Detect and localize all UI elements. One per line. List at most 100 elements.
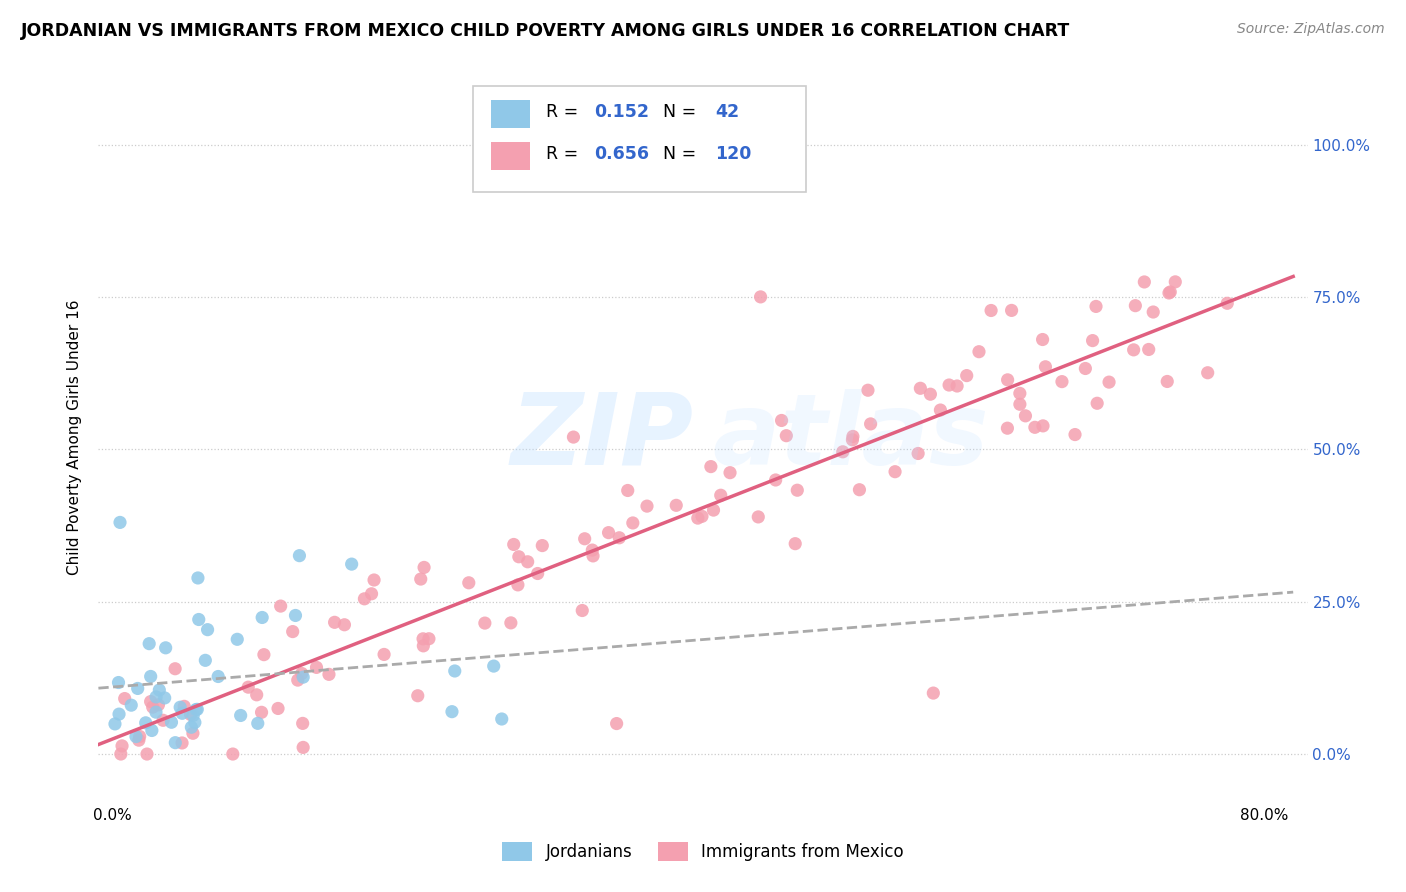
Point: [418, 632, 440, 646]
Point: [1032, 418, 1054, 433]
Point: [980, 303, 1002, 318]
Point: [165, 662, 187, 676]
Point: [765, 473, 787, 487]
Point: [138, 637, 160, 651]
Text: R =: R =: [546, 103, 578, 120]
Point: [1137, 343, 1160, 357]
Point: [181, 726, 204, 740]
Point: [184, 702, 207, 716]
Point: [323, 615, 346, 630]
Point: [148, 698, 170, 712]
Point: [616, 483, 638, 498]
Point: [180, 707, 202, 722]
Text: 0.152: 0.152: [595, 103, 650, 120]
Point: [997, 373, 1019, 387]
Point: [636, 499, 658, 513]
Point: [621, 516, 644, 530]
FancyBboxPatch shape: [474, 86, 806, 192]
Point: [747, 510, 769, 524]
Point: [700, 459, 723, 474]
Point: [690, 509, 713, 524]
Point: [770, 413, 793, 427]
Point: [291, 716, 314, 731]
Point: [1197, 366, 1219, 380]
FancyBboxPatch shape: [492, 100, 530, 128]
Point: [443, 664, 465, 678]
Text: JORDANIAN VS IMMIGRANTS FROM MEXICO CHILD POVERTY AMONG GIRLS UNDER 16 CORRELATI: JORDANIAN VS IMMIGRANTS FROM MEXICO CHIL…: [21, 22, 1070, 40]
Point: [169, 700, 191, 714]
Point: [956, 368, 979, 383]
Point: [412, 632, 434, 646]
Point: [152, 713, 174, 727]
Point: [125, 730, 148, 744]
Point: [128, 733, 150, 747]
Point: [1074, 361, 1097, 376]
Point: [1098, 375, 1121, 389]
Point: [1014, 409, 1036, 423]
Point: [571, 603, 593, 617]
Point: [1024, 420, 1046, 434]
Point: [946, 379, 969, 393]
Point: [333, 617, 356, 632]
Point: [229, 708, 252, 723]
Point: [491, 712, 513, 726]
Point: [884, 465, 907, 479]
Point: [108, 707, 131, 722]
Point: [170, 736, 193, 750]
Point: [270, 599, 292, 613]
Text: atlas: atlas: [713, 389, 990, 485]
Point: [786, 483, 808, 498]
Point: [598, 525, 620, 540]
Point: [291, 666, 314, 681]
Point: [181, 708, 204, 723]
Point: [145, 690, 167, 704]
Point: [1125, 299, 1147, 313]
Point: [186, 702, 208, 716]
Point: [155, 640, 177, 655]
Point: [848, 483, 870, 497]
Point: [363, 573, 385, 587]
Point: [136, 747, 159, 761]
Point: [194, 653, 217, 667]
Point: [305, 660, 328, 674]
Point: [292, 740, 315, 755]
Point: [997, 421, 1019, 435]
Point: [135, 715, 157, 730]
Point: [581, 543, 603, 558]
Point: [665, 499, 688, 513]
Point: [1216, 296, 1239, 310]
Point: [531, 539, 554, 553]
Point: [288, 549, 311, 563]
Point: [318, 667, 340, 681]
Point: [207, 669, 229, 683]
Point: [267, 701, 290, 715]
Point: [920, 387, 942, 401]
Point: [197, 623, 219, 637]
Point: [938, 378, 960, 392]
Point: [187, 571, 209, 585]
Point: [929, 403, 952, 417]
Point: [253, 648, 276, 662]
Point: [1008, 397, 1031, 411]
Point: [412, 639, 434, 653]
Point: [1164, 275, 1187, 289]
Point: [141, 723, 163, 738]
Point: [1081, 334, 1104, 348]
Point: [841, 433, 863, 447]
Point: [922, 686, 945, 700]
Point: [184, 715, 207, 730]
Point: [108, 516, 131, 530]
Point: [406, 689, 429, 703]
Point: [145, 705, 167, 719]
Point: [110, 747, 132, 761]
Point: [1156, 375, 1178, 389]
Point: [139, 695, 162, 709]
Point: [1157, 285, 1180, 300]
Point: [1122, 343, 1144, 357]
Point: [187, 613, 209, 627]
Point: [749, 290, 772, 304]
Point: [1000, 303, 1022, 318]
Point: [139, 669, 162, 683]
Point: [413, 560, 436, 574]
Point: [474, 616, 496, 631]
